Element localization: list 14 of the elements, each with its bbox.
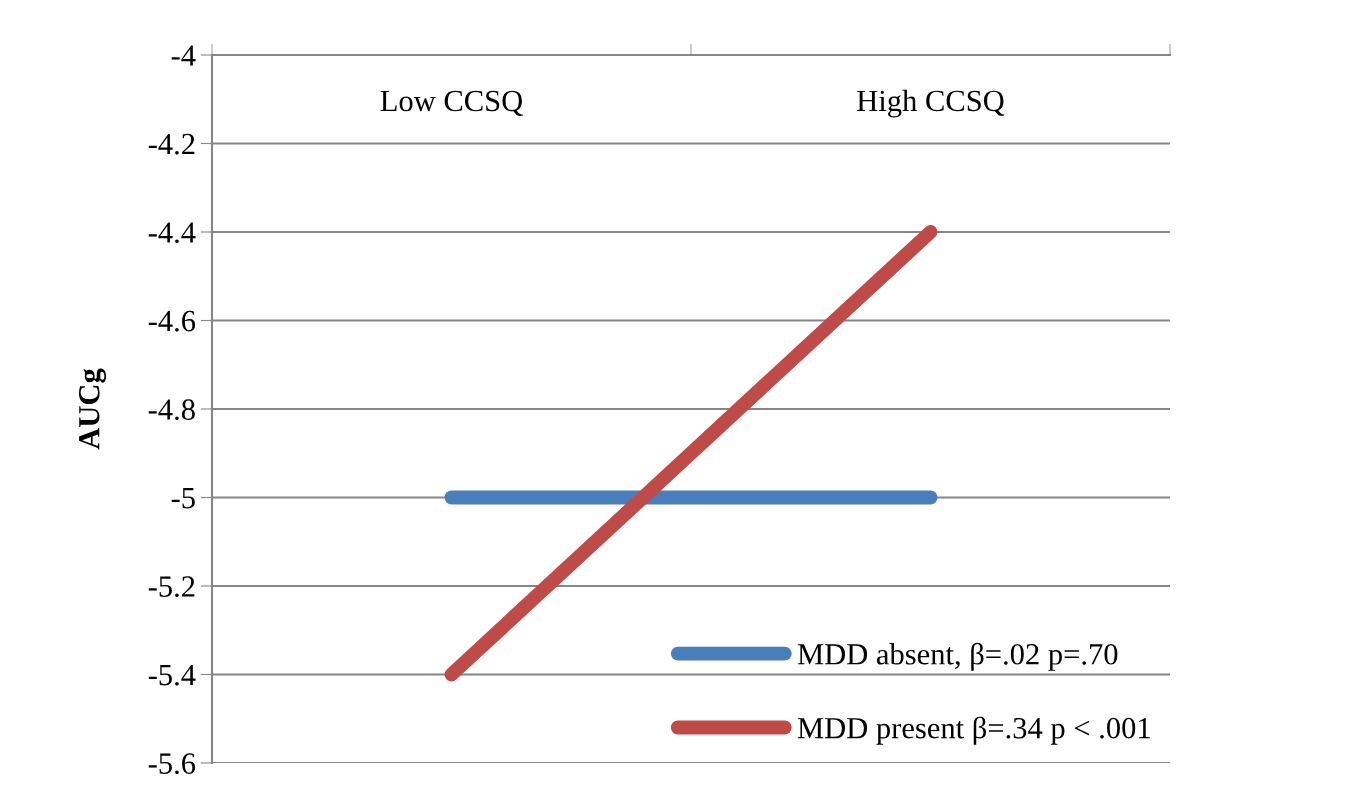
y-tick-label: -4.2	[148, 133, 195, 155]
y-tick-label: -4.6	[148, 310, 196, 332]
y-tick-label: -4.8	[148, 399, 195, 421]
y-tick-label: -5.6	[148, 753, 196, 775]
y-tick-label: -4.4	[148, 222, 196, 244]
y-tick-label: -5.2	[148, 576, 195, 598]
y-axis-title: AUCg	[79, 368, 106, 450]
y-tick-label: -5.4	[148, 664, 196, 686]
x-tick-label: High CCSQ	[857, 89, 1005, 118]
legend-label: MDD absent, β=.02 p=.70	[797, 642, 1118, 671]
legend-label: MDD present β=.34 p < .001	[797, 716, 1150, 745]
y-tick-label: -4	[171, 45, 196, 66]
x-tick-label: Low CCSQ	[380, 90, 523, 116]
y-tick-label: -5	[171, 488, 195, 509]
